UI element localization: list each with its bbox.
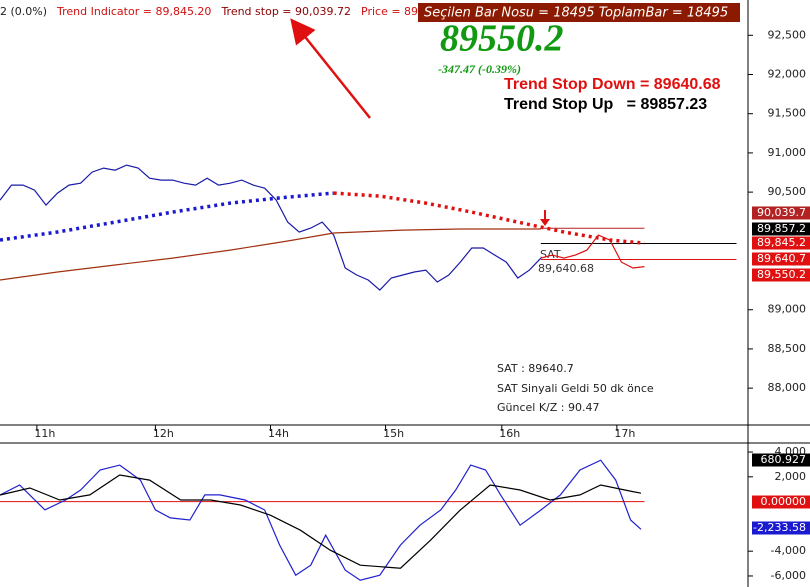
big-price: 89550.2 bbox=[440, 18, 564, 60]
level-label: -2,233.58 bbox=[753, 521, 806, 534]
y-tick-label: 91,000 bbox=[768, 146, 807, 159]
series-line bbox=[0, 191, 334, 242]
price-change: -347.47 (-0.39%) bbox=[438, 62, 521, 76]
y-tick-label: 89,000 bbox=[768, 303, 807, 316]
x-tick-label: 14h bbox=[268, 427, 289, 440]
series-line bbox=[540, 234, 645, 269]
level-label: 89,640.7 bbox=[757, 252, 806, 265]
series-line bbox=[0, 228, 541, 281]
sat-label: SAT bbox=[540, 248, 561, 261]
level-label: 89,550.2 bbox=[757, 268, 806, 281]
header-text: Price = 89,55 bbox=[361, 5, 436, 18]
level-label: 680.927 bbox=[761, 453, 807, 466]
info-text: Seçilen Bar Nosu = 18495 ToplamBar = 184… bbox=[424, 6, 728, 21]
y-tick-label: 88,000 bbox=[768, 381, 807, 394]
level-box bbox=[752, 222, 810, 236]
y-tick-label: 92,500 bbox=[768, 28, 807, 41]
series-line bbox=[333, 191, 645, 245]
sat-price: 89,640.68 bbox=[538, 262, 594, 275]
x-tick-label: 12h bbox=[153, 427, 174, 440]
y-tick-label: 2,000 bbox=[775, 470, 807, 483]
level-box bbox=[752, 453, 810, 467]
x-tick-label: 11h bbox=[34, 427, 55, 440]
note: SAT : 89640.7 bbox=[497, 362, 574, 375]
y-tick-label: -6,000 bbox=[771, 569, 806, 582]
y-tick-label: 91,500 bbox=[768, 107, 807, 120]
header-text: Trend stop = 90,039.72 bbox=[220, 5, 351, 18]
level-box bbox=[752, 206, 810, 220]
x-tick-label: 16h bbox=[499, 427, 520, 440]
level-box bbox=[752, 268, 810, 282]
level-box bbox=[752, 495, 810, 509]
trend-stop-down: Trend Stop Down = 89640.68 bbox=[504, 76, 721, 93]
level-label: 0.00000 bbox=[761, 495, 807, 508]
y-tick-label: 88,500 bbox=[768, 342, 807, 355]
y-tick-label: 92,000 bbox=[768, 67, 807, 80]
level-label: 90,039.7 bbox=[757, 206, 806, 219]
level-box bbox=[752, 521, 810, 535]
level-box bbox=[752, 252, 810, 266]
y-tick-label: 90,500 bbox=[768, 185, 807, 198]
signal-arrow-head bbox=[540, 219, 550, 226]
x-tick-label: 17h bbox=[614, 427, 635, 440]
series-line bbox=[0, 459, 642, 581]
header-text: 2 (0.0%) bbox=[0, 5, 47, 18]
x-tick-label: 15h bbox=[383, 427, 404, 440]
info-box bbox=[418, 3, 740, 22]
level-box bbox=[752, 236, 810, 250]
header-text: Trend Indicator = 89,845.20 bbox=[56, 5, 211, 18]
note: SAT Sinyali Geldi 50 dk önce bbox=[497, 382, 654, 395]
level-label: 89,845.2 bbox=[757, 236, 806, 249]
trend-stop-up: Trend Stop Up = 89857.23 bbox=[504, 96, 707, 113]
y-tick-label: -4,000 bbox=[771, 544, 806, 557]
annotation-arrow bbox=[290, 18, 371, 119]
level-label: 89,857.2 bbox=[757, 222, 806, 235]
series-line bbox=[0, 164, 542, 291]
series-line bbox=[0, 474, 642, 569]
note: Güncel K/Z : 90.47 bbox=[497, 401, 599, 414]
